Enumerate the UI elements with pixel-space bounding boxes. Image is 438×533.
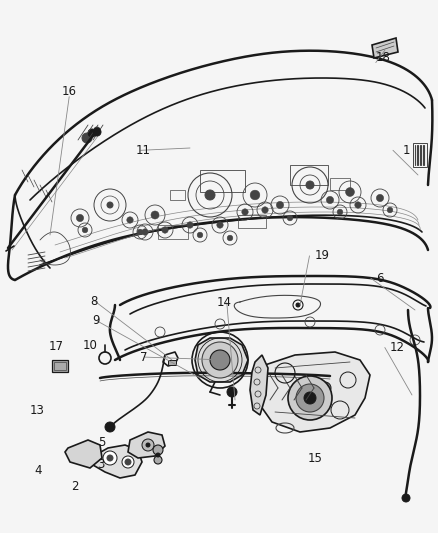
Circle shape — [151, 211, 159, 219]
Circle shape — [250, 190, 260, 200]
Text: 16: 16 — [62, 85, 77, 98]
Circle shape — [162, 227, 168, 233]
Bar — [290, 165, 328, 185]
Polygon shape — [250, 355, 268, 415]
Text: 19: 19 — [314, 249, 329, 262]
Circle shape — [326, 196, 334, 204]
Circle shape — [105, 422, 115, 432]
Text: 7: 7 — [140, 351, 148, 364]
Circle shape — [137, 229, 143, 235]
Circle shape — [76, 214, 84, 222]
Circle shape — [125, 459, 131, 465]
Circle shape — [122, 456, 134, 468]
Circle shape — [276, 201, 283, 208]
Circle shape — [94, 127, 100, 133]
Circle shape — [296, 303, 300, 307]
Circle shape — [156, 453, 160, 457]
Circle shape — [337, 209, 343, 215]
Circle shape — [387, 207, 393, 213]
Text: 8: 8 — [90, 295, 97, 308]
Bar — [320, 388, 330, 405]
Circle shape — [142, 439, 154, 451]
Circle shape — [288, 376, 332, 420]
Circle shape — [355, 202, 361, 208]
Bar — [52, 360, 68, 372]
Circle shape — [402, 494, 410, 502]
Circle shape — [82, 227, 88, 233]
Circle shape — [107, 455, 113, 461]
Circle shape — [262, 207, 268, 213]
Circle shape — [202, 342, 238, 378]
Bar — [200, 170, 245, 192]
Circle shape — [93, 128, 101, 136]
Circle shape — [127, 217, 133, 223]
Text: 13: 13 — [30, 404, 45, 417]
Text: 1: 1 — [403, 144, 410, 157]
Text: 2: 2 — [71, 480, 78, 492]
Circle shape — [197, 232, 203, 238]
Circle shape — [142, 229, 148, 235]
Text: 4: 4 — [35, 464, 42, 477]
Text: 18: 18 — [376, 51, 391, 64]
Circle shape — [187, 222, 193, 228]
Text: 12: 12 — [390, 341, 405, 354]
Circle shape — [306, 181, 314, 189]
Text: 11: 11 — [136, 144, 151, 157]
Circle shape — [304, 392, 316, 404]
Polygon shape — [65, 440, 102, 468]
Circle shape — [287, 215, 293, 221]
Circle shape — [210, 350, 230, 370]
Text: 10: 10 — [82, 339, 97, 352]
Circle shape — [227, 387, 237, 397]
Circle shape — [153, 445, 163, 455]
Circle shape — [82, 133, 92, 143]
Polygon shape — [258, 352, 370, 432]
Circle shape — [205, 190, 215, 200]
Bar — [168, 360, 176, 365]
Circle shape — [346, 188, 354, 196]
Polygon shape — [128, 432, 165, 458]
Text: 5: 5 — [98, 436, 105, 449]
Bar — [170, 190, 185, 200]
Text: 3: 3 — [97, 458, 104, 471]
Circle shape — [376, 195, 384, 201]
Circle shape — [107, 202, 113, 208]
Bar — [238, 215, 266, 228]
Circle shape — [146, 443, 150, 447]
Text: 9: 9 — [92, 314, 99, 327]
Circle shape — [227, 235, 233, 241]
Circle shape — [296, 384, 324, 412]
Polygon shape — [195, 338, 248, 382]
Text: 17: 17 — [49, 340, 64, 353]
Text: 15: 15 — [307, 452, 322, 465]
Circle shape — [154, 456, 162, 464]
Circle shape — [103, 451, 117, 465]
Polygon shape — [90, 445, 142, 478]
Circle shape — [319, 382, 331, 394]
Polygon shape — [372, 38, 398, 58]
Circle shape — [217, 222, 223, 228]
Circle shape — [88, 129, 96, 137]
Bar — [330, 178, 350, 190]
Bar — [413, 143, 427, 167]
Bar — [158, 225, 188, 239]
Circle shape — [242, 209, 248, 215]
Text: 6: 6 — [376, 272, 383, 285]
Bar — [54, 362, 66, 370]
Text: 14: 14 — [217, 296, 232, 309]
